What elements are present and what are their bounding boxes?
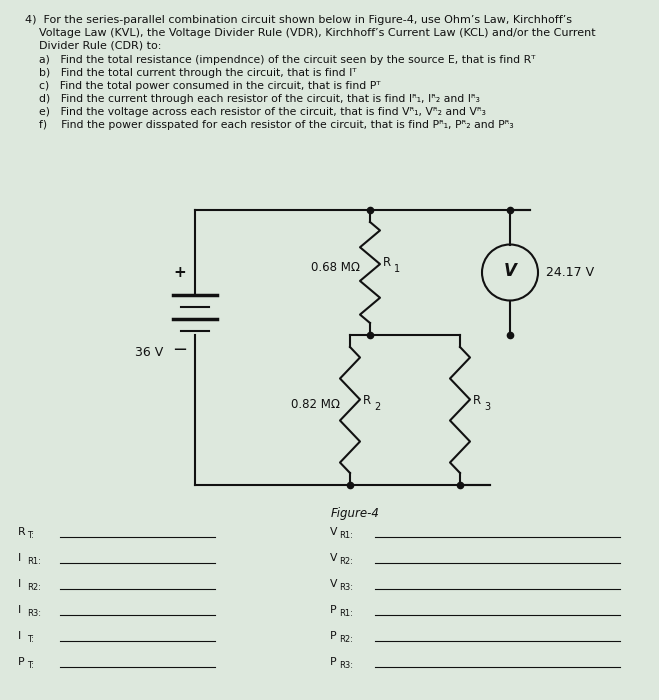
Text: V: V [503,262,517,279]
Text: R1:: R1: [339,608,353,617]
Text: 3: 3 [484,402,490,412]
Text: R1:: R1: [339,531,353,540]
Text: R2:: R2: [339,556,353,566]
Text: +: + [173,265,186,280]
Text: Figure-4: Figure-4 [331,507,380,520]
Text: V: V [330,579,337,589]
Text: 0.68 MΩ: 0.68 MΩ [311,261,360,274]
Text: a)   Find the total resistance (impendnce) of the circuit seen by the source E, : a) Find the total resistance (impendnce)… [25,55,535,65]
Text: 36 V: 36 V [134,346,163,359]
Text: I: I [18,631,21,641]
Text: R: R [473,393,481,407]
Text: b)   Find the total current through the circuit, that is find Iᵀ: b) Find the total current through the ci… [25,68,357,78]
Text: I: I [18,553,21,563]
Text: 0.82 MΩ: 0.82 MΩ [291,398,340,412]
Text: Voltage Law (KVL), the Voltage Divider Rule (VDR), Kirchhoff’s Current Law (KCL): Voltage Law (KVL), the Voltage Divider R… [25,28,596,38]
Text: e)   Find the voltage across each resistor of the circuit, that is find Vᴿ₁, Vᴿ₂: e) Find the voltage across each resistor… [25,107,486,117]
Text: I: I [18,605,21,615]
Text: Divider Rule (CDR) to:: Divider Rule (CDR) to: [25,41,161,51]
Text: P: P [330,631,337,641]
Text: R3:: R3: [339,582,353,592]
Text: R2:: R2: [339,634,353,643]
Text: −: − [173,342,188,360]
Text: 24.17 V: 24.17 V [546,266,594,279]
Text: R: R [18,527,26,537]
Text: R2:: R2: [27,582,41,592]
Text: R3:: R3: [27,608,41,617]
Text: P: P [330,657,337,667]
Text: 4)  For the series-parallel combination circuit shown below in Figure-4, use Ohm: 4) For the series-parallel combination c… [25,15,572,25]
Text: T:: T: [27,661,34,669]
Text: R: R [383,256,391,269]
Text: R1:: R1: [27,556,41,566]
Text: T:: T: [27,634,34,643]
Text: I: I [18,579,21,589]
Text: V: V [330,553,337,563]
Text: d)   Find the current through each resistor of the circuit, that is find Iᴿ₁, Iᴿ: d) Find the current through each resisto… [25,94,480,104]
Text: 1: 1 [394,265,400,274]
Text: R3:: R3: [339,661,353,669]
Text: P: P [18,657,24,667]
Text: P: P [330,605,337,615]
Text: f)    Find the power disspated for each resistor of the circuit, that is find Pᴿ: f) Find the power disspated for each res… [25,120,513,130]
Text: c)   Find the total power consumed in the circuit, that is find Pᵀ: c) Find the total power consumed in the … [25,81,380,91]
Text: 2: 2 [374,402,380,412]
Text: V: V [330,527,337,537]
Text: R: R [363,393,371,407]
Text: T:: T: [27,531,34,540]
